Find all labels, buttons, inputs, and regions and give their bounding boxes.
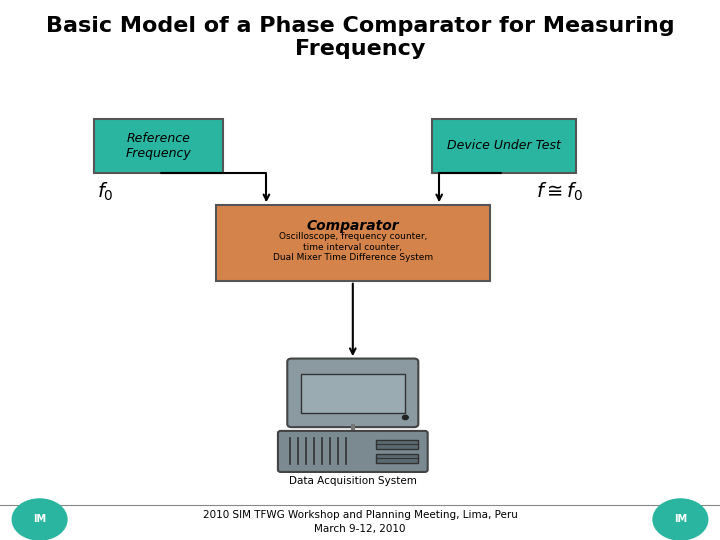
Text: $f_0$: $f_0$ [97, 180, 114, 203]
Bar [376, 440, 418, 449]
FancyBboxPatch shape [432, 119, 576, 173]
Bar [351, 424, 355, 430]
FancyBboxPatch shape [301, 374, 405, 413]
Text: Oscilloscope, frequency counter,
time interval counter,
Dual Mixer Time Differen: Oscilloscope, frequency counter, time in… [273, 232, 433, 262]
Circle shape [402, 415, 408, 420]
Text: Comparator: Comparator [307, 219, 399, 233]
Text: IM: IM [33, 515, 46, 524]
FancyBboxPatch shape [216, 205, 490, 281]
Text: Device Under Test: Device Under Test [447, 139, 561, 152]
Text: PC: PC [346, 384, 360, 395]
Text: 2010 SIM TFWG Workshop and Planning Meeting, Lima, Peru: 2010 SIM TFWG Workshop and Planning Meet… [202, 510, 518, 521]
Text: Data Acquisition System: Data Acquisition System [289, 476, 417, 487]
Text: Reference
Frequency: Reference Frequency [125, 132, 192, 160]
Text: March 9-12, 2010: March 9-12, 2010 [314, 524, 406, 534]
Text: $f \cong f_0$: $f \cong f_0$ [536, 180, 584, 203]
Text: IM: IM [674, 515, 687, 524]
Bar [376, 454, 418, 463]
FancyBboxPatch shape [94, 119, 223, 173]
FancyBboxPatch shape [287, 359, 418, 427]
Circle shape [653, 499, 708, 540]
Text: Basic Model of a Phase Comparator for Measuring
Frequency: Basic Model of a Phase Comparator for Me… [45, 16, 675, 59]
FancyBboxPatch shape [278, 431, 428, 472]
Circle shape [12, 499, 67, 540]
